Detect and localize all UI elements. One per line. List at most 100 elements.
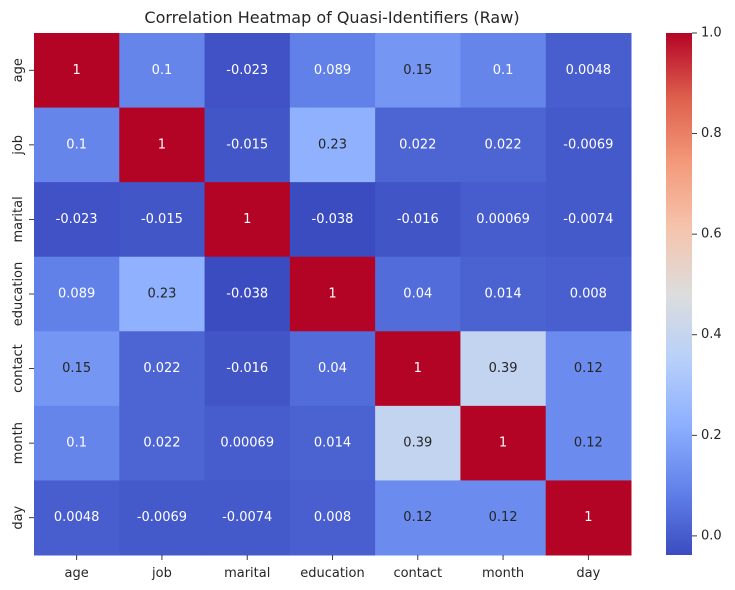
- heatmap-cell-label: 0.0048: [54, 510, 100, 525]
- heatmap-cell-label: 1: [328, 287, 336, 302]
- heatmap-cell: [34, 256, 120, 332]
- heatmap-cell-label: 0.12: [403, 510, 432, 525]
- heatmap-cell-label: -0.0069: [563, 137, 613, 152]
- heatmap-cell: [119, 256, 206, 332]
- heatmap-cell-label: 0.022: [143, 361, 180, 376]
- heatmap-cell-label: -0.038: [312, 212, 354, 227]
- heatmap-cell-label: 0.04: [318, 361, 347, 376]
- heatmap-cell: [119, 405, 206, 481]
- x-tick-label: age: [65, 566, 89, 581]
- y-tick-label: day: [11, 505, 26, 529]
- heatmap-cell: [204, 256, 291, 332]
- heatmap-cell-label: 0.0048: [566, 63, 612, 78]
- heatmap-cell: [460, 480, 547, 556]
- x-tick-label: job: [151, 566, 172, 581]
- x-tick-label: marital: [224, 566, 270, 581]
- heatmap-cell: [375, 256, 461, 332]
- heatmap-cell-label: 0.089: [314, 63, 351, 78]
- heatmap-cell: [34, 182, 120, 258]
- heatmap-cell: [545, 182, 632, 258]
- heatmap-cell-label: 0.008: [314, 510, 351, 525]
- heatmap-cell-label: 0.12: [574, 436, 603, 451]
- heatmap-cell-label: 0.1: [66, 436, 87, 451]
- heatmap-cell-label: -0.023: [56, 212, 98, 227]
- heatmap-cell-label: 0.1: [493, 63, 514, 78]
- x-tick-label: day: [576, 566, 600, 581]
- heatmap-cell-label: 0.23: [318, 137, 347, 152]
- y-tick-label: contact: [11, 344, 26, 393]
- heatmap-cell: [34, 405, 120, 481]
- heatmap-cell-label: 0.089: [58, 287, 95, 302]
- heatmap-cell: [204, 331, 291, 407]
- heatmap-cell: [204, 182, 291, 258]
- heatmap-cell: [375, 182, 461, 258]
- heatmap-cell: [460, 331, 547, 407]
- heatmap-cell: [545, 331, 632, 407]
- heatmap-cell-label: 0.008: [570, 287, 607, 302]
- heatmap-cell: [460, 33, 547, 109]
- heatmap-cell-label: -0.0074: [563, 212, 613, 227]
- x-tick-label: month: [482, 566, 524, 581]
- colorbar-tick-label: 0.8: [701, 126, 722, 141]
- heatmap-cell-labels: 1 0.1 -0.023 0.089 0.15 0.1 0.0048 0.1 1 -0.015 0.…: [54, 63, 614, 525]
- heatmap-cell: [34, 331, 120, 407]
- heatmap-cell: [34, 33, 120, 109]
- heatmap-cell-label: 0.014: [484, 287, 521, 302]
- heatmap-cell: [119, 331, 206, 407]
- heatmap-cell-label: 0.12: [574, 361, 603, 376]
- heatmap-cell-label: -0.023: [226, 63, 268, 78]
- colorbar: 0.0 0.2 0.4 0.6 0.8 1.0: [666, 26, 722, 555]
- heatmap-cell: [34, 107, 120, 183]
- heatmap-cell: [119, 33, 206, 109]
- heatmap-cell: [375, 107, 461, 183]
- heatmap-cell: [204, 405, 291, 481]
- heatmap-cell-label: 0.014: [314, 436, 351, 451]
- heatmap-cell: [289, 256, 376, 332]
- heatmap-cell: [289, 405, 376, 481]
- colorbar-tick-label: 0.0: [701, 528, 722, 543]
- heatmap-cell: [119, 107, 206, 183]
- heatmap-cell-label: -0.0069: [137, 510, 187, 525]
- heatmap-cell: [460, 405, 547, 481]
- heatmap-cell-label: -0.0074: [222, 510, 272, 525]
- x-tick-label: contact: [393, 566, 442, 581]
- heatmap-cell-label: 1: [584, 510, 592, 525]
- heatmap-cell-label: 0.022: [399, 137, 436, 152]
- heatmap-cell-label: 0.04: [403, 287, 432, 302]
- heatmap-cell-label: 0.12: [489, 510, 518, 525]
- heatmap-cell: [375, 33, 461, 109]
- heatmap-cell: [375, 480, 461, 556]
- heatmap-cell: [460, 182, 547, 258]
- heatmap-cells: [34, 33, 632, 556]
- heatmap-cell: [375, 331, 461, 407]
- heatmap-cell-label: 0.022: [143, 436, 180, 451]
- heatmap-cell: [545, 480, 632, 556]
- heatmap-cell: [375, 405, 461, 481]
- heatmap-cell-label: 1: [158, 137, 166, 152]
- chart-title: Correlation Heatmap of Quasi-Identifiers…: [144, 8, 519, 27]
- heatmap-cell-label: 1: [243, 212, 251, 227]
- heatmap-cell-label: 0.022: [484, 137, 521, 152]
- heatmap-cell-label: -0.038: [226, 287, 268, 302]
- heatmap-cell: [289, 331, 376, 407]
- heatmap-cell: [119, 480, 206, 556]
- colorbar-tick-label: 0.2: [701, 428, 722, 443]
- heatmap-cell-label: 0.00069: [220, 436, 274, 451]
- heatmap-cell-label: 0.1: [152, 63, 173, 78]
- x-axis-ticks: age job marital education contact month day: [65, 555, 601, 581]
- heatmap-cell-label: 0.39: [403, 436, 432, 451]
- heatmap-cell-label: 0.15: [62, 361, 91, 376]
- heatmap-cell-label: -0.015: [141, 212, 183, 227]
- heatmap-cell-label: 1: [73, 63, 81, 78]
- heatmap-cell: [460, 107, 547, 183]
- heatmap-cell-label: -0.015: [226, 137, 268, 152]
- colorbar-tick-label: 0.4: [701, 327, 722, 342]
- heatmap-cell: [204, 33, 291, 109]
- heatmap-cell-label: 0.00069: [476, 212, 530, 227]
- x-tick-label: education: [300, 566, 365, 581]
- heatmap-cell-label: 1: [499, 436, 507, 451]
- heatmap-cell: [204, 107, 291, 183]
- heatmap-cell: [204, 480, 291, 556]
- colorbar-gradient: [666, 33, 692, 555]
